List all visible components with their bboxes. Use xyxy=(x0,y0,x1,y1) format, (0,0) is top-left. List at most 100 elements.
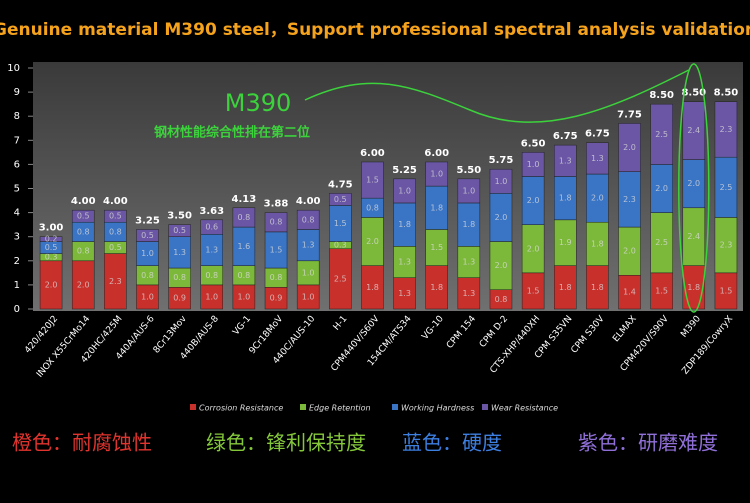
segment-label: 0.9 xyxy=(270,294,283,303)
segment-label: 1.0 xyxy=(527,160,540,169)
segment-label: 1.0 xyxy=(205,292,218,301)
chart-title: Genuine material M390 steel，Support prof… xyxy=(0,20,750,40)
segment-label: 1.5 xyxy=(366,176,379,185)
segment-label: 0.8 xyxy=(173,273,186,282)
segment-label: 2.0 xyxy=(77,280,90,289)
total-label: 6.50 xyxy=(521,138,546,149)
total-label: 3.88 xyxy=(264,199,289,210)
total-label: 7.75 xyxy=(617,109,642,120)
legend-label: Working Hardness xyxy=(401,404,474,413)
segment-label: 1.3 xyxy=(398,258,411,267)
segment-label: 2.0 xyxy=(495,261,508,270)
segment-label: 2.0 xyxy=(527,196,540,205)
segment-label: 2.0 xyxy=(623,247,636,256)
total-label: 4.75 xyxy=(328,179,353,190)
bar-segment xyxy=(714,101,738,158)
annotation-text: 钢材性能综合性排在第二位 xyxy=(154,125,310,141)
segment-label: 0.3 xyxy=(334,241,347,250)
segment-label: 2.5 xyxy=(720,183,733,192)
segment-label: 1.6 xyxy=(238,242,251,251)
segment-label: 2.0 xyxy=(495,213,508,222)
segment-label: 0.8 xyxy=(77,247,90,256)
bar-segment xyxy=(521,152,545,177)
segment-label: 2.0 xyxy=(623,143,636,152)
annotation-title: M390 xyxy=(225,89,292,117)
segment-label: 2.4 xyxy=(687,126,700,135)
segment-label: 1.5 xyxy=(527,286,540,295)
total-label: 5.50 xyxy=(456,165,481,176)
segment-label: 0.8 xyxy=(238,213,251,222)
segment-label: 2.5 xyxy=(334,274,347,283)
segment-label: 0.8 xyxy=(141,271,154,280)
total-label: 3.25 xyxy=(135,215,160,226)
highlight-ellipse xyxy=(678,63,710,313)
y-tick-label: 7 xyxy=(14,135,20,146)
bar-segment xyxy=(264,212,288,233)
legend-swatch xyxy=(392,404,398,410)
segment-label: 1.3 xyxy=(559,156,572,165)
bar-segment xyxy=(425,161,448,187)
bar-segment xyxy=(489,168,513,194)
segment-label: 1.8 xyxy=(462,220,475,229)
segment-label: 0.3 xyxy=(45,253,58,262)
segment-label: 0.5 xyxy=(334,195,347,204)
bar-segment xyxy=(104,209,127,223)
bar-segment xyxy=(232,207,256,228)
segment-label: 0.5 xyxy=(77,212,90,221)
segment-label: 2.0 xyxy=(45,280,58,289)
note: 蓝色：硬度 xyxy=(402,431,502,455)
total-label: 8.50 xyxy=(714,88,739,99)
segment-label: 2.3 xyxy=(109,277,122,286)
segment-label: 0.5 xyxy=(109,243,122,252)
bar-segment xyxy=(296,209,320,230)
segment-label: 1.3 xyxy=(398,289,411,298)
bar-segment xyxy=(136,229,159,242)
segment-label: 1.3 xyxy=(462,258,475,267)
bar-segment xyxy=(200,219,223,235)
segment-label: 1.8 xyxy=(591,283,604,292)
segment-label: 1.0 xyxy=(430,170,443,179)
segment-label: 0.6 xyxy=(205,223,218,232)
segment-label: 1.9 xyxy=(559,238,572,247)
y-tick-label: 3 xyxy=(14,232,20,243)
segment-label: 0.5 xyxy=(45,243,58,252)
y-tick-label: 5 xyxy=(14,184,20,195)
bar-segment xyxy=(650,103,673,165)
segment-label: 2.3 xyxy=(720,241,733,250)
segment-label: 2.0 xyxy=(655,184,668,193)
segment-label: 1.3 xyxy=(462,289,475,298)
legend-label: Corrosion Resistance xyxy=(199,404,283,413)
total-label: 6.75 xyxy=(553,131,578,142)
segment-label: 2.3 xyxy=(623,195,636,204)
segment-label: 1.0 xyxy=(141,292,154,301)
segment-label: 1.8 xyxy=(591,239,604,248)
segment-label: 1.5 xyxy=(334,219,347,228)
segment-label: 0.8 xyxy=(77,227,90,236)
y-tick-label: 9 xyxy=(14,87,20,98)
total-label: 3.50 xyxy=(167,211,192,222)
segment-label: 1.0 xyxy=(495,177,508,186)
segment-label: 0.8 xyxy=(302,215,315,224)
segment-label: 1.5 xyxy=(655,286,668,295)
note: 紫色：研磨难度 xyxy=(578,431,718,455)
total-label: 6.00 xyxy=(360,148,385,159)
bar-segment xyxy=(39,236,63,242)
segment-label: 2.0 xyxy=(366,237,379,246)
total-label: 4.00 xyxy=(103,196,128,207)
total-label: 3.00 xyxy=(39,223,64,234)
bar-segment xyxy=(71,209,95,223)
total-label: 4.13 xyxy=(232,194,257,205)
segment-label: 1.0 xyxy=(302,268,315,277)
total-label: 6.75 xyxy=(585,129,610,140)
segment-label: 2.5 xyxy=(655,238,668,247)
segment-label: 1.0 xyxy=(462,186,475,195)
segment-label: 2.0 xyxy=(687,179,700,188)
segment-label: 1.8 xyxy=(687,283,700,292)
segment-label: 1.8 xyxy=(559,194,572,203)
segment-label: 0.5 xyxy=(109,212,122,221)
segment-label: 1.3 xyxy=(205,245,218,254)
y-tick-label: 2 xyxy=(14,256,20,267)
y-tick-label: 8 xyxy=(14,111,20,122)
y-tick-label: 6 xyxy=(14,159,20,170)
segment-label: 1.0 xyxy=(141,249,154,258)
